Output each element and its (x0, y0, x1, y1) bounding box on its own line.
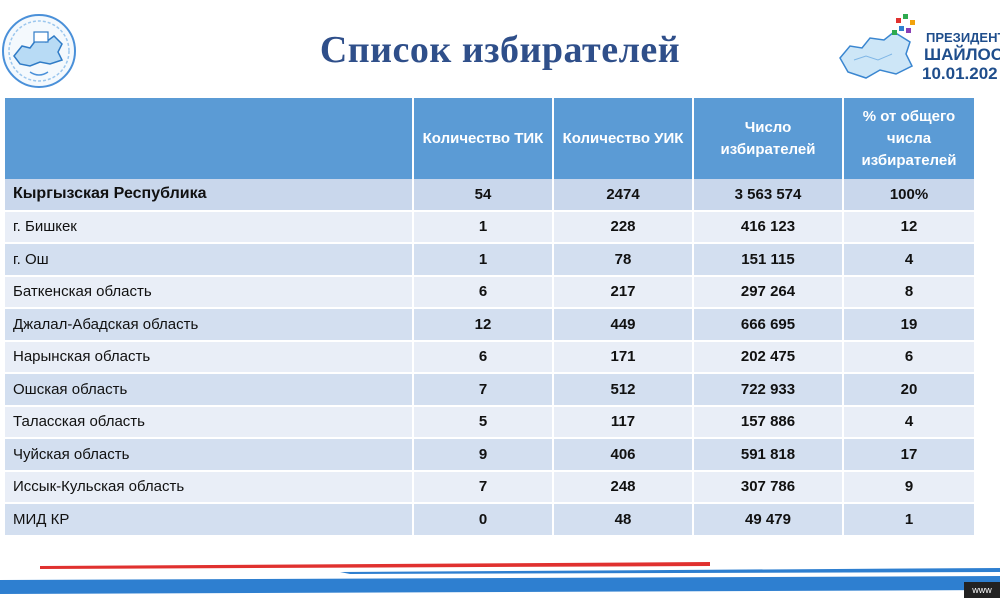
table-row: г. Бишкек 1 228 416 123 12 (5, 210, 974, 244)
voter-count: 297 264 (693, 275, 844, 309)
header-region (5, 98, 414, 179)
election-badge-logo: ПРЕЗИДЕНТТ ШАЙЛОО 10.01.202 (836, 8, 1000, 94)
uik-count: 48 (553, 503, 694, 537)
tik-count: 7 (413, 470, 554, 504)
voter-percent: 100% (843, 179, 974, 212)
voter-percent: 1 (843, 503, 974, 537)
region-name: г. Ош (5, 243, 414, 277)
voter-count: 151 115 (693, 243, 844, 277)
table-row-total: Кыргызская Республика 54 2474 3 563 574 … (5, 179, 974, 212)
blue-stripe-top (340, 568, 1000, 574)
tik-count: 54 (413, 179, 554, 212)
voter-percent: 8 (843, 275, 974, 309)
voter-count: 3 563 574 (693, 179, 844, 212)
voter-count: 416 123 (693, 210, 844, 244)
table-header-row: Количество ТИК Количество УИК Число изби… (5, 98, 974, 179)
voter-count: 591 818 (693, 438, 844, 472)
table-row: Нарынская область 6 171 202 475 6 (5, 340, 974, 374)
table-row: г. Ош 1 78 151 115 4 (5, 243, 974, 277)
header-voter-percent: % от общего числа избирателей (843, 98, 974, 179)
voter-count: 666 695 (693, 308, 844, 342)
uik-count: 117 (553, 405, 694, 439)
region-name: Чуйская область (5, 438, 414, 472)
voter-count: 722 933 (693, 373, 844, 407)
tik-count: 5 (413, 405, 554, 439)
uik-count: 228 (553, 210, 694, 244)
table-row: Таласская область 5 117 157 886 4 (5, 405, 974, 439)
cec-emblem-logo (0, 12, 78, 90)
header-uik-count: Количество УИК (553, 98, 694, 179)
footer-stripes (0, 562, 1000, 594)
voter-count: 49 479 (693, 503, 844, 537)
region-name: г. Бишкек (5, 210, 414, 244)
voter-count: 157 886 (693, 405, 844, 439)
region-name: Нарынская область (5, 340, 414, 374)
voter-count: 307 786 (693, 470, 844, 504)
tik-count: 0 (413, 503, 554, 537)
table-row: МИД КР 0 48 49 479 1 (5, 503, 974, 537)
tik-count: 1 (413, 210, 554, 244)
tik-count: 1 (413, 243, 554, 277)
uik-count: 248 (553, 470, 694, 504)
tik-count: 6 (413, 275, 554, 309)
table-row: Джалал-Абадская область 12 449 666 695 1… (5, 308, 974, 342)
badge-date: 10.01.202 (922, 64, 998, 83)
header-voter-count: Число избирателей (693, 98, 844, 179)
voter-percent: 20 (843, 373, 974, 407)
voters-table: Количество ТИК Количество УИК Число изби… (5, 98, 974, 537)
red-stripe (40, 562, 710, 569)
badge-line-1: ПРЕЗИДЕНТТ (926, 30, 1000, 45)
uik-count: 217 (553, 275, 694, 309)
uik-count: 449 (553, 308, 694, 342)
tik-count: 7 (413, 373, 554, 407)
table-row: Ошская область 7 512 722 933 20 (5, 373, 974, 407)
table-row: Баткенская область 6 217 297 264 8 (5, 275, 974, 309)
region-name: Кыргызская Республика (5, 179, 414, 212)
voter-percent: 4 (843, 405, 974, 439)
header-tik-count: Количество ТИК (413, 98, 554, 179)
voter-percent: 17 (843, 438, 974, 472)
page-title: Список избирателей (319, 29, 681, 71)
region-name: Джалал-Абадская область (5, 308, 414, 342)
region-name: Ошская область (5, 373, 414, 407)
region-name: Таласская область (5, 405, 414, 439)
tik-count: 9 (413, 438, 554, 472)
www-label: www (964, 582, 1000, 598)
uik-count: 78 (553, 243, 694, 277)
uik-count: 512 (553, 373, 694, 407)
voter-count: 202 475 (693, 340, 844, 374)
uik-count: 406 (553, 438, 694, 472)
voter-percent: 6 (843, 340, 974, 374)
uik-count: 171 (553, 340, 694, 374)
voter-percent: 9 (843, 470, 974, 504)
voter-percent: 4 (843, 243, 974, 277)
voter-percent: 12 (843, 210, 974, 244)
tik-count: 12 (413, 308, 554, 342)
tik-count: 6 (413, 340, 554, 374)
table-row: Чуйская область 9 406 591 818 17 (5, 438, 974, 472)
uik-count: 2474 (553, 179, 694, 212)
region-name: Иссык-Кульская область (5, 470, 414, 504)
region-name: Баткенская область (5, 275, 414, 309)
voter-percent: 19 (843, 308, 974, 342)
badge-line-2: ШАЙЛОО (924, 45, 1000, 64)
table-row: Иссык-Кульская область 7 248 307 786 9 (5, 470, 974, 504)
region-name: МИД КР (5, 503, 414, 537)
blue-stripe-bottom (0, 576, 1000, 594)
